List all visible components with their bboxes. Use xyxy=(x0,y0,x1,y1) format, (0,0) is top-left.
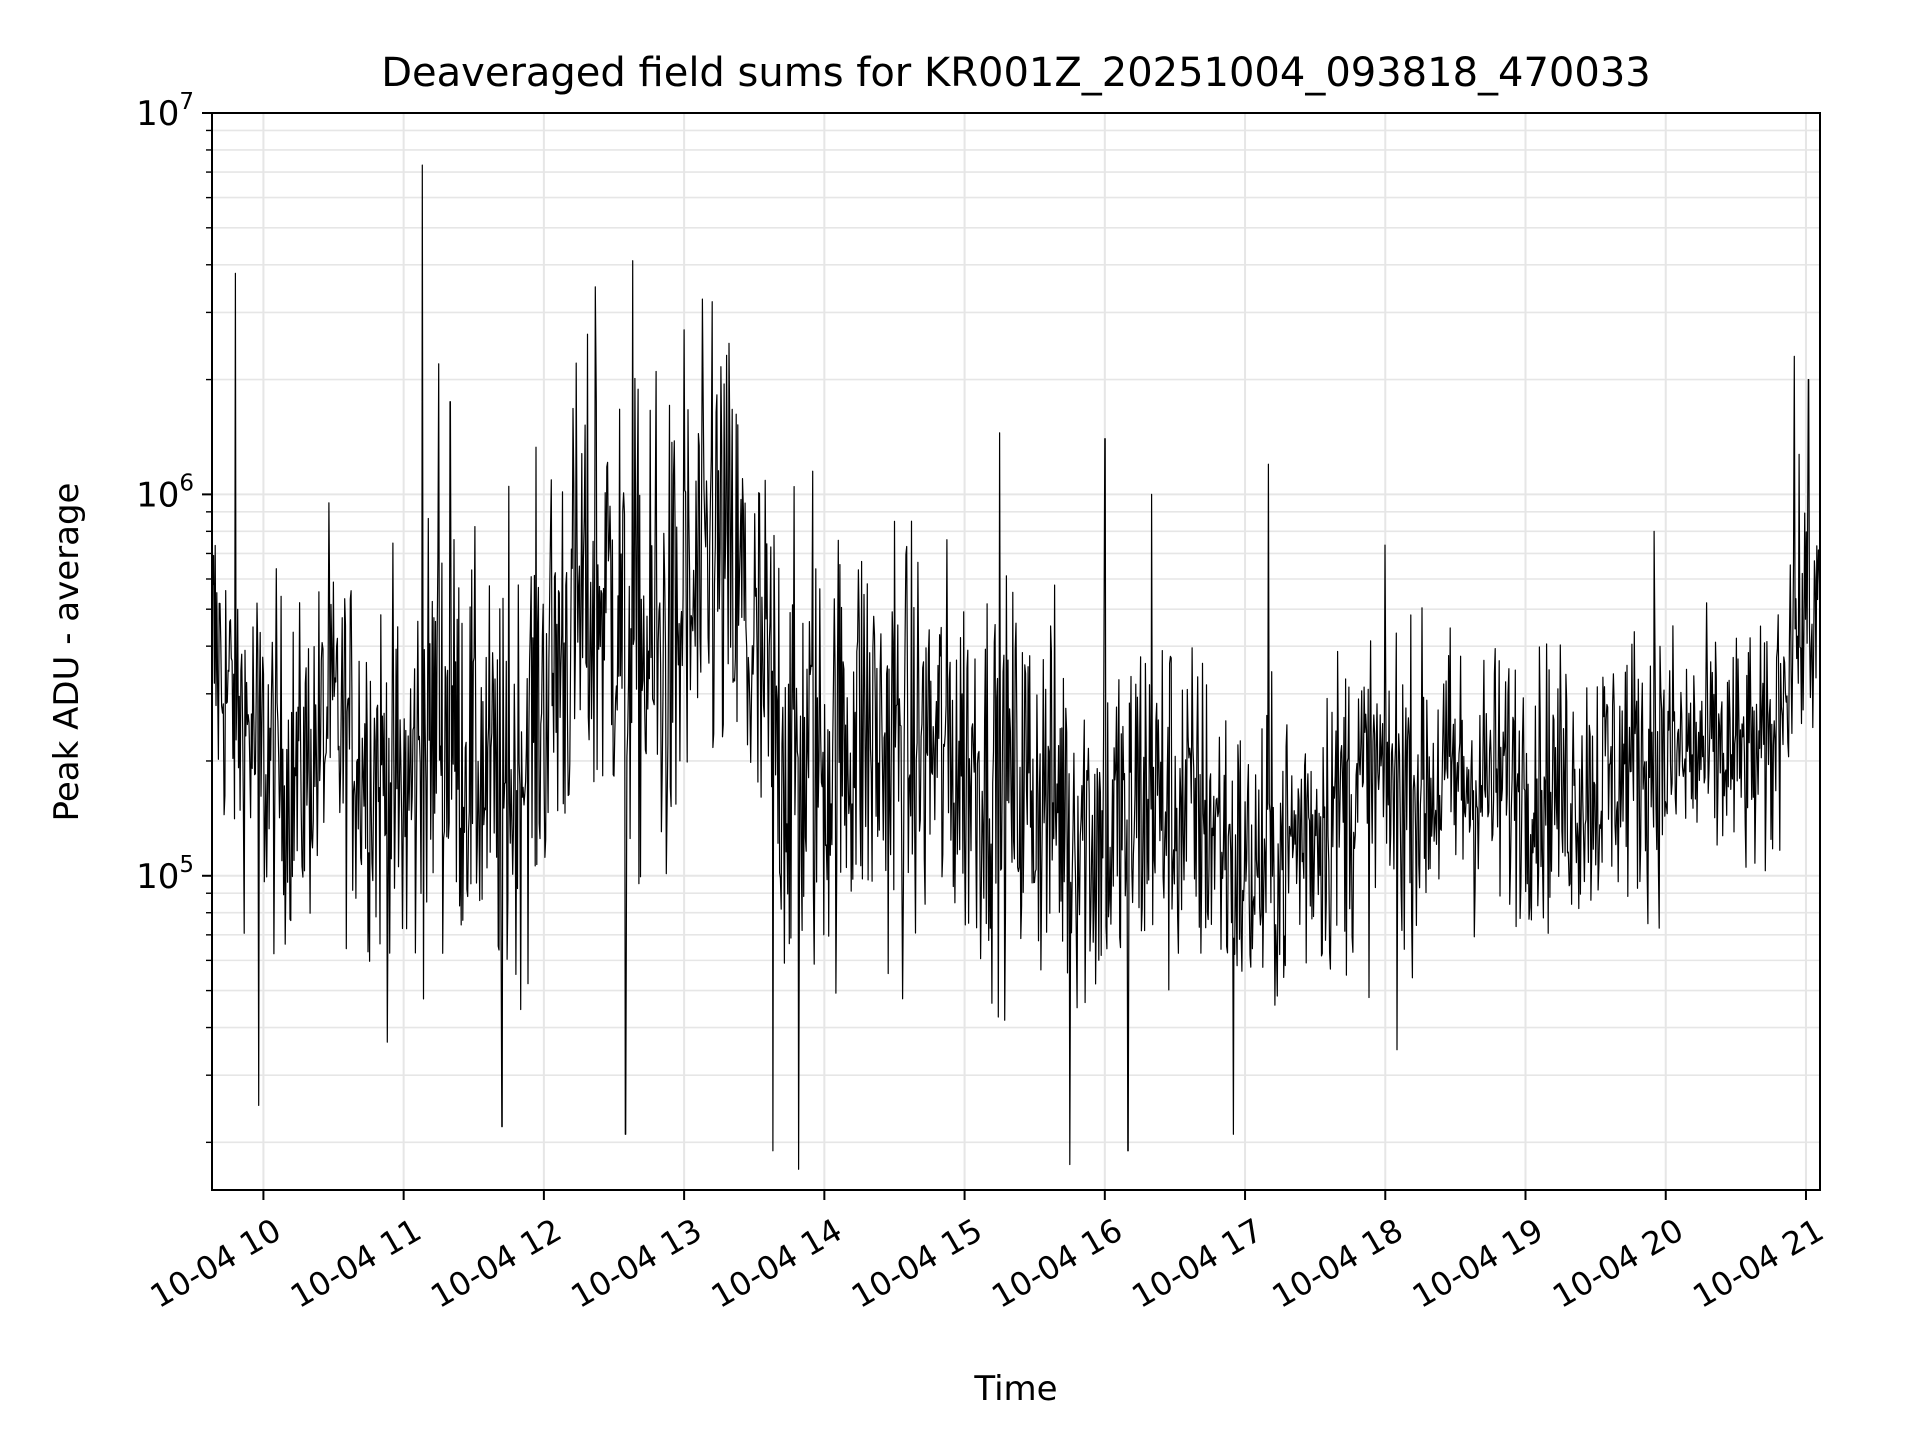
y-tick-label: 106 xyxy=(136,470,194,515)
y-tick-label: 105 xyxy=(136,852,194,897)
series-polyline xyxy=(211,164,1821,1170)
chart-title: Deaveraged field sums for KR001Z_2025100… xyxy=(381,50,1650,96)
plot-frame xyxy=(211,112,1821,1191)
y-axis-label: Peak ADU - average xyxy=(47,483,87,822)
series-line xyxy=(211,164,1821,1170)
x-axis-label: Time xyxy=(973,1369,1057,1409)
y-tick-label: 107 xyxy=(136,89,194,134)
y-axis: 105 106 107 xyxy=(136,89,212,1144)
